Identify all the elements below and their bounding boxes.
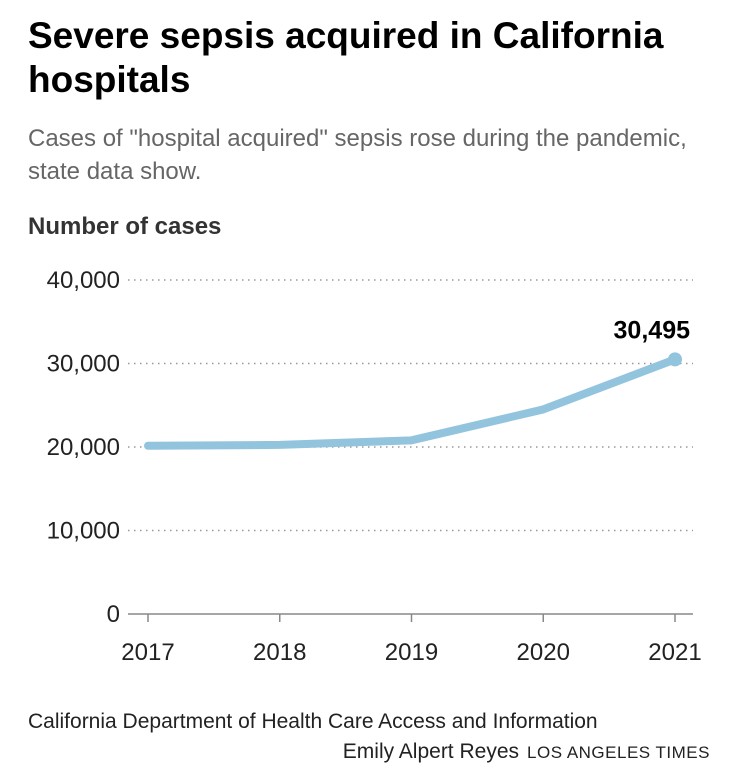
source-note: California Department of Health Care Acc…: [28, 710, 598, 733]
x-tick-label: 2018: [253, 639, 306, 666]
chart-subtitle: Cases of "hospital acquired" sepsis rose…: [28, 125, 687, 185]
credit-line: Emily Alpert Reyes LOS ANGELES TIMES: [343, 740, 710, 764]
y-tick-label: 30,000: [47, 351, 120, 378]
data-label-2021: 30,495: [614, 316, 691, 344]
x-tick-label: 2020: [517, 639, 570, 666]
y-tick-label: 20,000: [47, 434, 120, 461]
x-tick-label: 2021: [648, 639, 701, 666]
chart-title: Severe sepsis acquired in California hos…: [28, 15, 664, 100]
y-tick-label: 10,000: [47, 518, 120, 545]
series-line: [144, 355, 679, 450]
data-point-2021: [668, 352, 682, 367]
y-tick-label: 0: [107, 601, 120, 628]
y-axis-label: Number of cases: [28, 213, 222, 240]
author-credit: Emily Alpert Reyes: [342, 740, 520, 763]
brand-logo: LOS ANGELES TIMES: [527, 743, 710, 762]
x-tick-label: 2019: [385, 639, 438, 666]
y-tick-label: 40,000: [47, 267, 120, 294]
x-tick-label: 2017: [121, 639, 174, 666]
